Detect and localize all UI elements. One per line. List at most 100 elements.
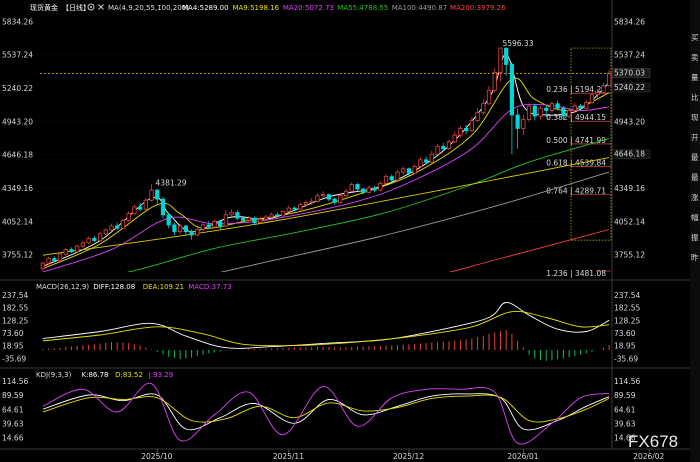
title-bar: 现货黄金 【日线】 MA(4,9,20,55,100,200) MA4:5289… [30,3,506,12]
candle [361,187,366,195]
candle-body [509,64,515,116]
ma-line-ma55 [126,138,610,272]
candle-body [532,105,537,117]
candle [366,185,372,194]
candle-body [475,112,480,121]
candle [292,206,297,212]
candle [332,197,337,205]
candle [63,247,68,256]
candle-body [235,212,240,219]
candle-body [103,229,108,235]
candle-body [97,233,103,241]
right-price-label: 5240.22 [614,83,645,92]
ma-value-1: MA9:5198.16 [232,4,279,12]
candle [178,223,183,234]
candle-body [326,194,331,200]
macd-y-tick-right: 237.54 [614,291,640,300]
candle [46,256,51,266]
candle [458,126,463,138]
candle-body [321,194,326,197]
candle-body [498,47,503,73]
candle [378,181,383,192]
ma-line-ma100 [219,171,610,272]
macd-histogram [42,330,610,361]
candle-body [258,218,263,224]
candle [326,193,331,202]
ma-value-0: MA4:5289.00 [182,4,229,12]
candle [103,228,108,235]
kdj-header-item-3: J:93.29 [148,371,173,379]
candle [223,210,229,228]
gear-icon[interactable] [87,3,95,11]
candle-body [401,168,406,173]
macd-y-tick-right: 73.60 [614,329,636,338]
candle-body [286,207,291,212]
candle [263,214,269,221]
candle-body [292,207,297,210]
macd-line-dea [42,310,610,347]
candle-body [549,103,555,111]
fib-level-label: 0.236 | 5194.28 [546,85,606,94]
candle [372,185,377,193]
x-tick-label: 2026/01 [507,452,538,461]
candle-body [160,198,166,216]
sidebar-label: 昨 [691,252,699,262]
sidebar-label: 现 [691,113,699,122]
kdj-lines [42,383,610,445]
y-tick-right: 5834.26 [614,17,645,26]
candle [544,104,549,118]
candle [452,131,457,143]
x-tick-label: 2025/11 [273,452,304,461]
candle [555,100,560,111]
candle-body [538,107,543,117]
candle-body [46,258,51,264]
y-tick-left: 4646.18 [2,151,33,160]
candlesticks [40,47,612,271]
ma-line-ma200 [448,229,610,272]
y-tick-left: 5240.22 [2,84,33,93]
watermark: FX678 [628,432,678,451]
instrument-name: 现货黄金 [30,3,58,12]
kdj-line-d [42,394,610,423]
candle [75,244,80,253]
candle-body [418,159,423,167]
sidebar-bg [690,0,700,462]
candle [475,108,480,122]
candle-body [412,166,417,174]
candle [412,164,417,175]
candle-body [115,225,120,229]
candle [52,256,57,262]
close-icon[interactable] [98,4,104,10]
candle-body [137,206,143,210]
candle-body [578,105,583,109]
candle-body [218,221,223,227]
ma-title: MA(4,9,20,55,100,200) [108,4,189,12]
candle-body [92,237,97,241]
sidebar-label: 比 [691,92,699,102]
fib-level-label: 0.764 | 4289.71 [546,187,606,196]
candle [275,212,280,218]
sidebar-label: 买 [691,33,699,42]
candle [269,212,274,219]
candle-body [269,214,274,218]
ma-line-trendline [42,157,610,256]
candle [595,89,600,99]
sidebar-label: 涨 [691,192,699,202]
ma-value-3: MA55:4788.55 [337,4,388,12]
y-tick-left: 4349.16 [2,184,33,193]
candle-body [441,145,446,150]
candle-body [343,190,349,197]
x-tick-label: 2025/10 [141,452,172,461]
candle [469,117,474,132]
x-tick-label: 2026/02 [633,452,664,461]
candle-body [263,216,269,220]
candle-body [155,189,160,200]
candle [423,156,429,165]
candle [395,169,400,182]
current-price-label: 5370.03 [614,68,645,77]
candle-body [303,202,309,206]
kdj-header: KDJ(9,3,3) K:86.78 D:83.52 J:93.29 [36,371,173,379]
ma-values: MA4:5289.00 MA9:5198.16 MA20:5072.73 MA55:4… [182,4,506,12]
candle-body [589,94,595,104]
candle-body [566,110,572,117]
